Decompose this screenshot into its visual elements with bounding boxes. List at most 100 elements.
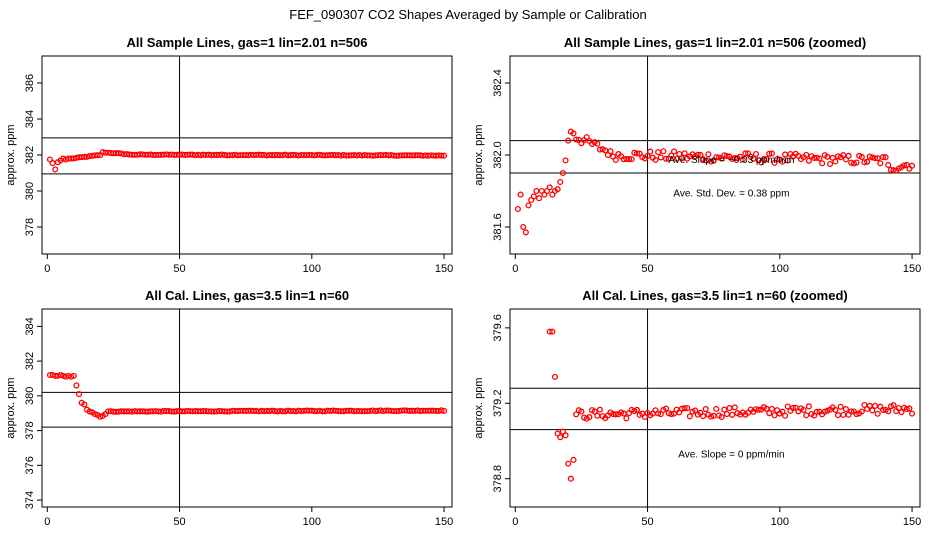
data-point xyxy=(909,410,916,417)
data-points xyxy=(46,371,448,420)
data-point xyxy=(57,371,64,379)
data-point xyxy=(845,152,852,159)
data-point xyxy=(684,405,691,412)
data-point xyxy=(861,159,868,166)
data-point xyxy=(827,160,834,168)
chart-panel-3: All Cal. Lines, gas=3.5 lin=1 n=60 0 50 100… xyxy=(5,288,453,528)
data-point xyxy=(607,148,614,155)
data-point xyxy=(586,414,593,421)
data-point xyxy=(718,413,725,421)
data-point xyxy=(713,154,720,161)
data-point xyxy=(612,411,619,418)
data-point xyxy=(554,186,561,193)
data-point xyxy=(81,401,88,408)
y-axis-label: approx. ppm xyxy=(5,124,17,185)
data-point xyxy=(755,406,762,413)
data-point xyxy=(686,413,693,420)
data-point xyxy=(594,412,601,419)
data-point xyxy=(789,404,797,412)
data-point xyxy=(903,406,910,413)
data-point xyxy=(834,412,842,419)
data-point xyxy=(816,155,823,162)
x-tick-label: 50 xyxy=(173,263,185,275)
data-point xyxy=(752,150,760,158)
x-tick-label: 150 xyxy=(435,263,453,275)
data-point xyxy=(766,150,773,157)
data-point xyxy=(853,411,860,418)
data-point xyxy=(858,153,865,161)
data-point xyxy=(73,382,80,389)
data-point xyxy=(578,408,585,415)
data-point xyxy=(866,153,873,160)
data-point xyxy=(570,130,577,137)
data-point xyxy=(768,405,775,412)
chart-panel-4: All Cal. Lines, gas=3.5 lin=1 n=60 (zoom… xyxy=(473,288,921,528)
data-point xyxy=(438,407,445,414)
data-point xyxy=(557,434,564,441)
panel-title: All Cal. Lines, gas=3.5 lin=1 n=60 xyxy=(145,288,349,303)
data-point xyxy=(874,155,881,162)
data-point xyxy=(668,411,675,418)
data-point xyxy=(800,406,807,414)
data-point xyxy=(779,408,786,415)
data-point xyxy=(779,158,786,165)
y-axis-label: approx. ppm xyxy=(473,124,485,185)
data-point xyxy=(882,154,889,161)
y-tick-label: 384 xyxy=(24,317,36,335)
y-tick-label: 378 xyxy=(24,218,36,236)
data-point xyxy=(750,155,757,162)
panel-title: All Sample Lines, gas=1 lin=2.01 n=506 xyxy=(127,35,368,50)
data-point xyxy=(858,408,865,415)
data-point xyxy=(771,412,778,419)
data-point xyxy=(94,152,101,159)
y-tick-label: 378 xyxy=(24,421,36,439)
data-point xyxy=(697,151,704,158)
data-point xyxy=(890,167,897,174)
data-point xyxy=(652,156,659,163)
data-point xyxy=(871,155,879,162)
data-point xyxy=(546,184,553,191)
annotation-text: Ave. Slope = −0.03 ppm/min xyxy=(668,155,794,166)
data-point xyxy=(774,156,781,163)
data-point xyxy=(713,405,720,413)
data-point xyxy=(763,156,770,163)
data-point xyxy=(869,407,876,414)
data-point xyxy=(803,412,810,419)
data-point xyxy=(819,160,826,167)
data-point xyxy=(707,413,715,420)
data-point xyxy=(824,153,831,160)
y-tick-label: 382.0 xyxy=(492,141,504,169)
data-point xyxy=(438,152,445,159)
data-point xyxy=(739,156,746,163)
data-point xyxy=(75,391,83,398)
data-point xyxy=(70,372,77,379)
data-point xyxy=(570,456,577,463)
data-point xyxy=(840,411,847,418)
data-point xyxy=(70,155,77,162)
data-point xyxy=(832,406,839,413)
data-point xyxy=(565,460,572,467)
data-point xyxy=(705,151,712,158)
data-point xyxy=(612,156,619,164)
data-point xyxy=(567,475,574,482)
data-point xyxy=(441,152,448,159)
data-point xyxy=(681,150,688,157)
data-point xyxy=(768,150,775,157)
data-point xyxy=(562,432,569,439)
data-point xyxy=(549,328,556,335)
data-point xyxy=(625,156,633,163)
data-point xyxy=(723,152,730,160)
data-point xyxy=(647,148,654,155)
y-tick-label: 386 xyxy=(24,74,36,92)
data-point xyxy=(877,160,884,167)
data-point xyxy=(694,151,701,158)
x-tick-label: 150 xyxy=(903,263,921,275)
x-tick-label: 0 xyxy=(512,263,518,275)
data-point xyxy=(520,223,527,231)
data-point xyxy=(557,178,564,186)
y-tick-label: 382 xyxy=(24,146,36,164)
data-point xyxy=(86,408,93,415)
chart-panel-1: All Sample Lines, gas=1 lin=2.01 n=506 0 5… xyxy=(5,35,453,275)
data-point xyxy=(623,415,630,422)
data-point xyxy=(663,405,670,412)
